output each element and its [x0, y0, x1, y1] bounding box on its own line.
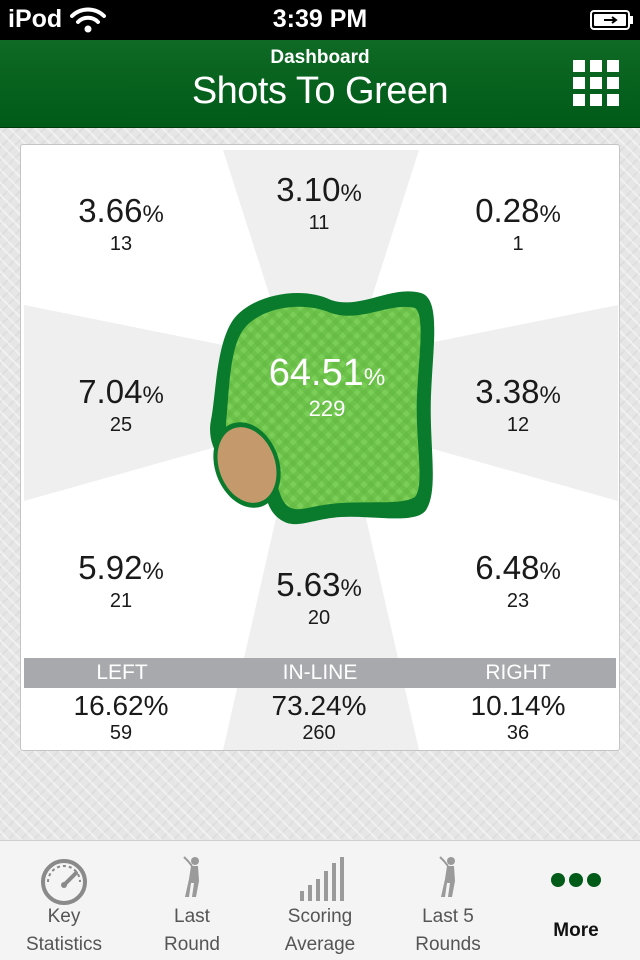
pct-unit: %	[539, 558, 561, 585]
pct-unit: %	[539, 201, 561, 228]
tab-label: Scoring Average	[284, 906, 356, 955]
count-value: 11	[308, 212, 330, 234]
bunker	[217, 427, 277, 503]
pct-value: 3.10	[276, 171, 341, 208]
tab-label: More	[553, 920, 599, 941]
battery-icon	[590, 10, 633, 30]
count-value: 25	[109, 414, 133, 436]
zone-top-center: 3.10% 11	[219, 171, 419, 235]
tab-last-round[interactable]: Last Round	[128, 841, 256, 960]
count-value: 12	[506, 414, 530, 436]
grid-menu-icon[interactable]	[573, 60, 619, 106]
pct-unit: %	[142, 201, 164, 228]
pct-value: 10.14%	[470, 690, 566, 721]
zone-bottom-center: 5.63% 20	[219, 566, 419, 630]
header-subtitle: Dashboard	[270, 47, 370, 68]
pct-value: 3.38	[475, 373, 540, 410]
count-value: 229	[308, 396, 346, 421]
pct-value: 64.51	[268, 352, 364, 394]
summary-left: 16.62% 59	[21, 690, 221, 744]
status-bar: iPod 3:39 PM	[0, 0, 640, 40]
summary-inline: 73.24% 260	[219, 690, 419, 744]
pct-value: 6.48	[475, 549, 540, 586]
pct-value: 7.04	[78, 373, 143, 410]
pct-value: 5.92	[78, 549, 143, 586]
pct-value: 5.63	[276, 566, 341, 603]
pct-value: 3.66	[78, 192, 143, 229]
tab-label: Last 5 Rounds	[415, 906, 481, 955]
tab-label: Key Statistics	[25, 906, 103, 955]
zone-top-left: 3.66% 13	[21, 192, 221, 256]
pct-unit: %	[142, 382, 164, 409]
carrier-label: iPod	[8, 5, 63, 33]
zone-bottom-right: 6.48% 23	[418, 549, 618, 613]
count-value: 59	[109, 722, 133, 744]
count-value: 1	[512, 233, 524, 255]
tab-last-5-rounds[interactable]: Last 5 Rounds	[384, 841, 512, 960]
pct-unit: %	[340, 180, 362, 207]
summary-right: 10.14% 36	[418, 690, 618, 744]
speedometer-icon	[41, 859, 87, 905]
right-sector	[419, 305, 618, 501]
left-label: LEFT	[96, 661, 148, 684]
zone-top-right: 0.28% 1	[418, 192, 618, 256]
golfer-icon	[183, 856, 199, 897]
pct-unit: %	[340, 575, 362, 602]
count-value: 21	[109, 590, 133, 612]
zone-mid-left: 7.04% 25	[21, 373, 221, 437]
pct-value: 73.24%	[271, 690, 367, 721]
count-value: 260	[302, 722, 336, 744]
tab-scoring-average[interactable]: Scoring Average	[256, 841, 384, 960]
left-sector	[24, 305, 223, 501]
zone-bottom-left: 5.92% 21	[21, 549, 221, 613]
pct-value: 0.28	[475, 192, 540, 229]
tab-label: Last Round	[164, 906, 220, 955]
shots-to-green-card: 3.66% 13 3.10% 11 0.28% 1 7.04% 25 64.51…	[20, 144, 620, 751]
inline-sector-top	[223, 150, 419, 400]
inline-label: IN-LINE	[282, 661, 358, 684]
pct-value: 16.62%	[73, 690, 169, 721]
golfer-icon	[439, 856, 455, 897]
pct-unit: %	[539, 382, 561, 409]
count-value: 36	[506, 722, 530, 744]
zone-center: 64.51% 229	[227, 353, 427, 420]
pct-unit: %	[142, 558, 164, 585]
zone-mid-right: 3.38% 12	[418, 373, 618, 437]
count-value: 20	[307, 607, 331, 629]
bar-graph-icon	[300, 857, 344, 901]
direction-label-band: LEFT IN-LINE RIGHT	[24, 658, 616, 688]
page-title: Shots To Green	[191, 70, 449, 112]
wifi-icon	[70, 7, 106, 33]
pct-unit: %	[363, 364, 386, 391]
status-time: 3:39 PM	[272, 5, 368, 33]
tab-key-statistics[interactable]: Key Statistics	[0, 841, 128, 960]
tab-bar: Key Statistics Last Round Scoring Averag…	[0, 840, 640, 960]
nav-header: Dashboard Shots To Green	[0, 40, 640, 128]
more-dots-icon	[551, 873, 601, 887]
count-value: 13	[109, 233, 133, 255]
tab-more[interactable]: More	[512, 841, 640, 960]
right-label: RIGHT	[485, 661, 551, 684]
count-value: 23	[506, 590, 530, 612]
